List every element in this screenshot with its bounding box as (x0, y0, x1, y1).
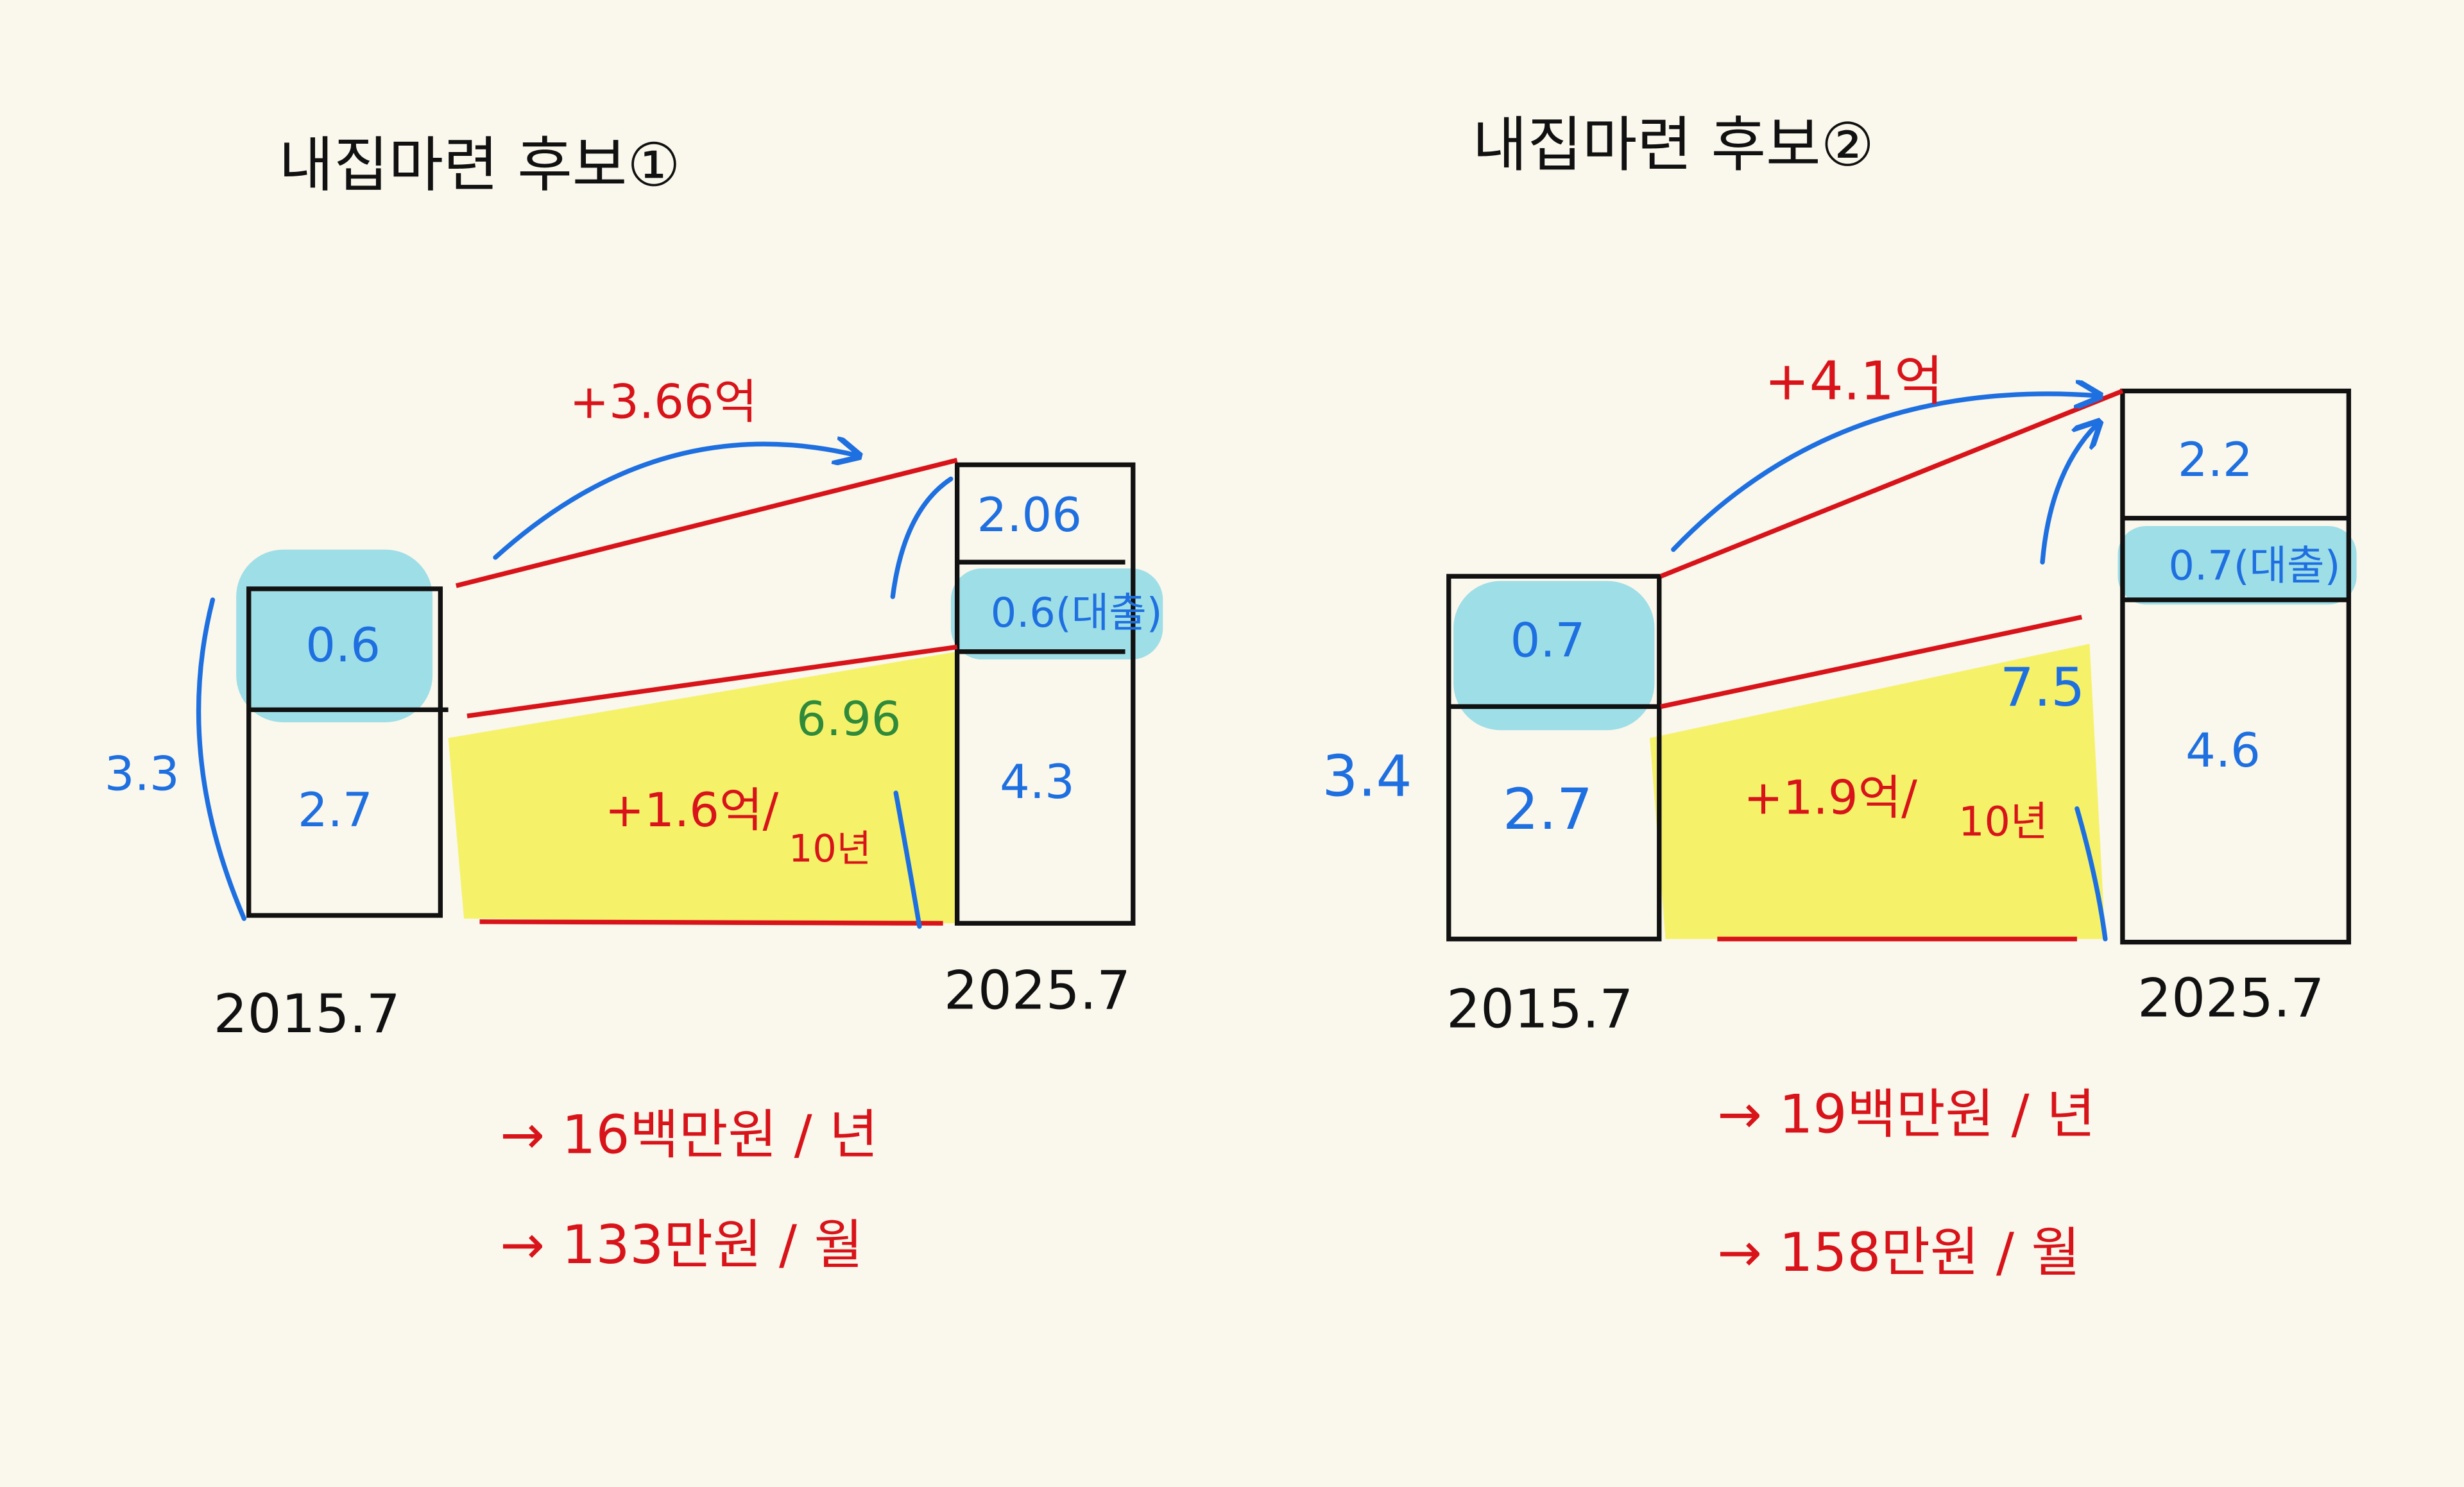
red-line (479, 919, 943, 926)
red-line (466, 644, 958, 718)
box-left (1446, 574, 1662, 942)
total: 3.3 (105, 747, 180, 802)
note: → 19백만원 / 년 (1717, 1083, 2095, 1146)
highlight (1453, 581, 1655, 731)
arrow (493, 444, 857, 560)
label: 2.7 (298, 783, 373, 838)
box-right (954, 462, 1136, 926)
date: 2015.7 (1446, 978, 1633, 1041)
label: 4.3 (1000, 755, 1075, 810)
date: 2025.7 (944, 959, 1131, 1021)
period: 10년 (1958, 799, 2048, 846)
arrow (890, 476, 954, 599)
hatch (448, 651, 957, 924)
date: 2025.7 (2137, 967, 2324, 1030)
panel-2: 내집마련 후보② 3.4 0.7 2.7 2015.7 2.2 0.7(대출) … (1322, 110, 2357, 1284)
period: 10년 (789, 826, 871, 871)
label: 2.7 (1503, 776, 1593, 842)
label: 0.7(대출) (2169, 543, 2341, 590)
box-right (2120, 388, 2352, 945)
highlight (2118, 525, 2357, 605)
highlight (236, 549, 433, 722)
red-line (1659, 389, 2124, 579)
arrow-label: +3.66억 (570, 375, 758, 430)
note: → 133만원 / 월 (500, 1214, 863, 1276)
title: 내집마련 후보① (278, 131, 680, 200)
red-line (455, 457, 958, 588)
note: → 158만원 / 월 (1717, 1221, 2080, 1284)
side-label: 6.96 (796, 692, 901, 747)
red-line (1660, 615, 2082, 710)
date: 2015.7 (214, 983, 400, 1045)
arrow-label: +4.1억 (1765, 350, 1944, 412)
label: 0.6 (305, 618, 381, 673)
hatch (1650, 643, 2105, 939)
label: 0.6(대출) (991, 590, 1163, 637)
arrow (2040, 424, 2098, 565)
panel-1: 내집마련 후보① 3.3 0.6 2.7 2015.7 2.06 0.6(대출)… (105, 131, 1163, 1276)
brace (893, 790, 922, 929)
label: 2.06 (977, 488, 1082, 543)
label: 0.7 (1510, 614, 1586, 668)
title: 내집마련 후보② (1473, 110, 1874, 180)
gain: +1.6억/ (605, 783, 779, 838)
label: 2.2 (2178, 433, 2253, 488)
brace (196, 597, 247, 921)
brace (2075, 806, 2108, 942)
highlight (950, 568, 1163, 660)
side-label: 7.5 (2000, 656, 2085, 718)
arrow (1671, 394, 2098, 552)
total: 3.4 (1322, 743, 1412, 809)
label: 4.6 (2186, 724, 2261, 778)
box-left (246, 586, 443, 918)
note: → 16백만원 / 년 (500, 1104, 878, 1166)
gain: +1.9억/ (1743, 770, 1917, 825)
